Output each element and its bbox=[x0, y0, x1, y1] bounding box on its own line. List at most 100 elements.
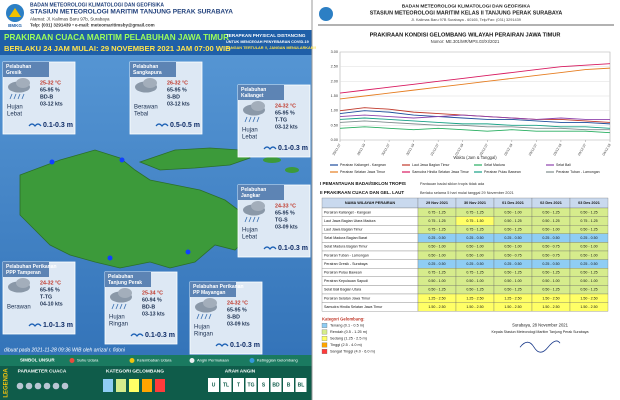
cloud-icon bbox=[251, 101, 265, 111]
rain-icon bbox=[13, 93, 17, 100]
org: BADAN METEOROLOGI KLIMATOLOGI DAN GEOFIS… bbox=[30, 2, 164, 8]
symbol-icon bbox=[249, 358, 255, 363]
table-value: 0.25 - 0.50 bbox=[428, 236, 445, 240]
port-temp: 24-33 °C bbox=[275, 203, 296, 209]
port-wind-dir: T-TG bbox=[275, 117, 287, 123]
port-name: PPP Tamperan bbox=[6, 270, 41, 276]
port-wind-dir: S-BD bbox=[167, 94, 180, 100]
rain-icon bbox=[244, 116, 248, 123]
cloud-icon bbox=[143, 78, 157, 88]
table-value: 1.25 - 2.50 bbox=[466, 296, 483, 300]
wind-dir-box bbox=[245, 378, 257, 392]
table-value: 0.50 - 1.25 bbox=[542, 210, 559, 214]
table-value: 1.25 - 2.50 bbox=[428, 296, 445, 300]
port-weather: Lebat bbox=[242, 235, 257, 241]
symbols-title: SIMBOL UNSUR bbox=[20, 358, 55, 363]
table-value: 1.50 - 2.50 bbox=[542, 296, 559, 300]
category-label: Sedang (1.25 - 2.5 m) bbox=[330, 337, 368, 341]
port-card-header bbox=[3, 62, 49, 77]
rain-icon bbox=[248, 116, 252, 123]
port-wave: 0.1-0.3 m bbox=[43, 122, 73, 129]
table-value: 0.25 - 0.50 bbox=[580, 236, 597, 240]
legend-label: Samudra Hindia Selatan Jawa Timur bbox=[412, 170, 470, 174]
port-humidity: 65-95 % bbox=[275, 210, 295, 216]
table-value: 0.50 - 0.75 bbox=[542, 253, 559, 257]
x-axis-label: Waktu (Jam & Tanggal) bbox=[453, 155, 497, 160]
table-value: 0.50 - 1.00 bbox=[428, 253, 445, 257]
port-name: Pelabuhan bbox=[241, 187, 266, 193]
weather-icon bbox=[34, 382, 42, 390]
port-wave: 0.1-0.3 m bbox=[278, 245, 308, 252]
table-row-name: Selat Bali Bagian Utara bbox=[324, 288, 361, 292]
category-swatch bbox=[321, 342, 328, 348]
port-name: Tanjung Perak bbox=[108, 280, 142, 286]
table-value: 0.50 - 1.25 bbox=[504, 227, 521, 231]
table-header: 02 Des 2021 bbox=[540, 201, 562, 205]
x-tick-label: 01/12 19 bbox=[454, 143, 464, 157]
table-value: 0.75 - 1.25 bbox=[428, 219, 445, 223]
legend-label: Perairan Kalianget - Kangean bbox=[340, 163, 386, 167]
category-swatch bbox=[321, 349, 328, 354]
wave-category-swatch bbox=[116, 379, 126, 392]
legend-title: LEGENDA bbox=[4, 368, 10, 398]
rain-icon bbox=[204, 313, 208, 320]
table-value: 0.50 - 1.00 bbox=[504, 245, 521, 249]
series-line bbox=[339, 114, 610, 120]
table-value: 0.50 - 1.00 bbox=[466, 245, 483, 249]
port-temp: 25-32 °C bbox=[40, 80, 61, 86]
table-value: 0.50 - 1.25 bbox=[542, 219, 559, 223]
y-tick-label: 2.00 bbox=[331, 79, 338, 83]
table-value: 0.50 - 1.25 bbox=[428, 288, 445, 292]
category-swatch bbox=[321, 323, 328, 328]
table-row-name: Samudra Hindia Selatan Jawa Timur bbox=[324, 305, 383, 309]
y-tick-label: 1.00 bbox=[331, 109, 338, 113]
table-row-name: Selat Madura Bagian Timur bbox=[324, 245, 368, 249]
wind-dir: B bbox=[287, 382, 291, 388]
port-weather: Hujan bbox=[242, 128, 258, 134]
table-header: 01 Des 2021 bbox=[502, 201, 524, 205]
section-2-text: Berlaku selama 5 hari mulai tanggal 29 N… bbox=[420, 191, 514, 195]
port-name: PP Mayangan bbox=[193, 290, 225, 296]
weather-icon bbox=[61, 382, 69, 390]
table-header: 30 Nov 2021 bbox=[464, 201, 486, 205]
table-value: 0.25 - 0.50 bbox=[542, 262, 559, 266]
port-name: Gresik bbox=[6, 70, 22, 76]
symbol-icon bbox=[129, 358, 135, 363]
x-tick-label: 29/11 19 bbox=[356, 143, 366, 156]
address: Alamat: Jl. Kalimas Baru 97b, Surabaya bbox=[30, 17, 110, 22]
wind-dir: BL bbox=[298, 382, 305, 388]
port-card-header bbox=[105, 272, 151, 287]
wave-icon bbox=[28, 123, 42, 127]
table-value: 0.75 - 1.25 bbox=[466, 270, 483, 274]
x-tick-label: 01/12 07 bbox=[430, 143, 440, 157]
table-value: 1.25 - 2.50 bbox=[504, 296, 521, 300]
table-value: 0.25 - 0.50 bbox=[504, 262, 521, 266]
port-wind-speed: 03-12 kts bbox=[40, 101, 63, 107]
table-value: 0.75 - 1.25 bbox=[466, 227, 483, 231]
cloud-icon bbox=[16, 278, 30, 288]
table-value: 1.50 - 2.50 bbox=[580, 305, 597, 309]
land-island bbox=[285, 167, 299, 173]
rain-icon bbox=[111, 303, 115, 310]
table-value: 0.50 - 1.25 bbox=[504, 288, 521, 292]
land-java bbox=[19, 149, 251, 269]
wave-category-swatch bbox=[129, 379, 139, 392]
port-wave: 1.0-1.3 m bbox=[43, 322, 73, 329]
port-humidity: 65-95 % bbox=[40, 287, 60, 293]
series-line bbox=[339, 110, 611, 125]
title: PRAKIRAAN CUACA MARITIM PELABUHAN JAWA T… bbox=[4, 33, 229, 42]
rain-icon bbox=[196, 313, 200, 320]
wind-dir-box bbox=[283, 378, 294, 392]
y-tick-label: 3.00 bbox=[331, 50, 338, 54]
wave-icon bbox=[215, 343, 229, 347]
subtitle: BERLAKU 24 JAM MULAI: 29 NOVEMBER 2021 J… bbox=[4, 44, 231, 53]
left-header bbox=[0, 0, 312, 30]
series-line bbox=[339, 120, 610, 131]
rain-icon bbox=[21, 93, 25, 100]
table-value: 0.50 - 1.25 bbox=[542, 270, 559, 274]
rain-icon bbox=[256, 116, 260, 123]
chart-title: PRAKIRAAN KONDISI GELOMBANG WILAYAH PERA… bbox=[370, 32, 561, 38]
port-dot bbox=[185, 249, 191, 255]
made-note: dibuat pada 2021-11-28 09:36 WIB oleh ar… bbox=[4, 347, 126, 353]
table-row-name: Perairan Gresik - Surabaya bbox=[324, 262, 368, 266]
